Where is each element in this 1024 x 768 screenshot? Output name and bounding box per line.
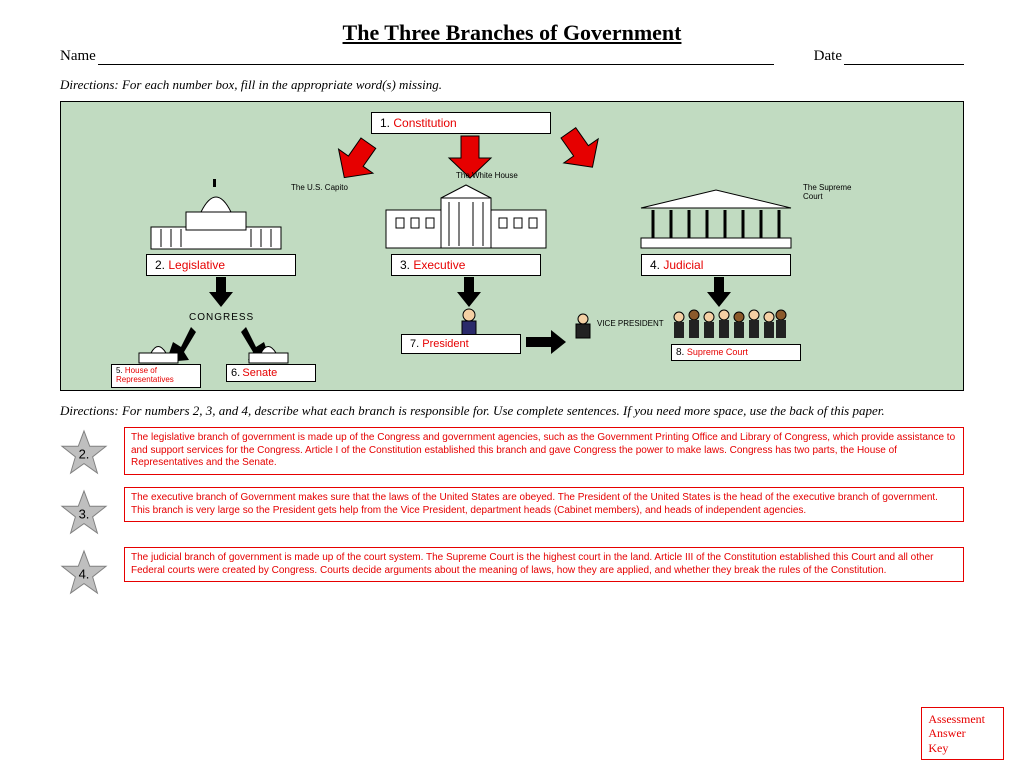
mini-capitol-1: [136, 337, 181, 365]
name-label: Name: [60, 48, 98, 65]
box4-ans: Judicial: [663, 258, 703, 272]
footer-key-box: Assessment Answer Key: [921, 707, 1004, 760]
answers-section: 2. The legislative branch of government …: [60, 427, 964, 597]
box-president: 7. President: [401, 334, 521, 354]
star-3-num: 3.: [79, 506, 90, 521]
capitol-icon: [141, 177, 291, 252]
justices-icon: [669, 307, 789, 342]
box3-num: 3.: [400, 258, 410, 272]
box4-num: 4.: [650, 258, 660, 272]
answer-box-2: The legislative branch of government is …: [124, 427, 964, 475]
mini-capitol-2: [246, 337, 291, 365]
capitol-label: The U.S. Capito: [291, 184, 348, 193]
box7-num: 7.: [410, 338, 419, 350]
box2-ans: Legislative: [168, 258, 225, 272]
box-house: 5. House of Representatives: [111, 364, 201, 388]
box2-num: 2.: [155, 258, 165, 272]
congress-label: CONGRESS: [189, 312, 254, 323]
box-senate: 6. Senate: [226, 364, 316, 382]
box8-ans: Supreme Court: [687, 347, 748, 357]
answer-row-2: 2. The legislative branch of government …: [60, 427, 964, 477]
star-4-num: 4.: [79, 566, 90, 581]
vp-label: VICE PRESIDENT: [597, 320, 664, 329]
date-label: Date: [814, 48, 844, 65]
date-line[interactable]: [844, 48, 964, 65]
box5-num: 5.: [116, 366, 123, 375]
name-line[interactable]: [98, 48, 774, 65]
box8-num: 8.: [676, 347, 684, 358]
answer-box-4: The judicial branch of government is mad…: [124, 547, 964, 582]
star-2: 2.: [60, 429, 108, 477]
footer-l3: Key: [928, 741, 985, 755]
box3-ans: Executive: [413, 258, 465, 272]
president-icon: [456, 307, 482, 337]
whitehouse-label: The White House: [456, 172, 518, 181]
branches-diagram: 1. Constitution The U.S.: [60, 101, 964, 391]
answer-row-4: 4. The judicial branch of government is …: [60, 547, 964, 597]
box-judicial: 4. Judicial: [641, 254, 791, 276]
name-date-row: Name Date: [60, 48, 964, 65]
box7-ans: President: [422, 338, 468, 350]
page-title: The Three Branches of Government: [60, 20, 964, 46]
supreme-label: The Supreme Court: [803, 184, 853, 202]
star-2-num: 2.: [79, 446, 90, 461]
whitehouse-icon: [381, 180, 551, 252]
box6-ans: Senate: [242, 367, 277, 379]
answer-box-3: The executive branch of Government makes…: [124, 487, 964, 522]
directions-2: Directions: For numbers 2, 3, and 4, des…: [60, 403, 964, 419]
answer-row-3: 3. The executive branch of Government ma…: [60, 487, 964, 537]
star-4: 4.: [60, 549, 108, 597]
directions-1: Directions: For each number box, fill in…: [60, 77, 964, 93]
box5-ans: House of Representatives: [116, 366, 174, 384]
star-3: 3.: [60, 489, 108, 537]
supremecourt-icon: [631, 180, 801, 252]
box-executive: 3. Executive: [391, 254, 541, 276]
box-legislative: 2. Legislative: [146, 254, 296, 276]
footer-l2: Answer: [928, 726, 985, 740]
box-supreme-court: 8. Supreme Court: [671, 344, 801, 361]
footer-l1: Assessment: [928, 712, 985, 726]
box6-num: 6.: [231, 367, 240, 379]
vp-icon: [571, 312, 595, 340]
